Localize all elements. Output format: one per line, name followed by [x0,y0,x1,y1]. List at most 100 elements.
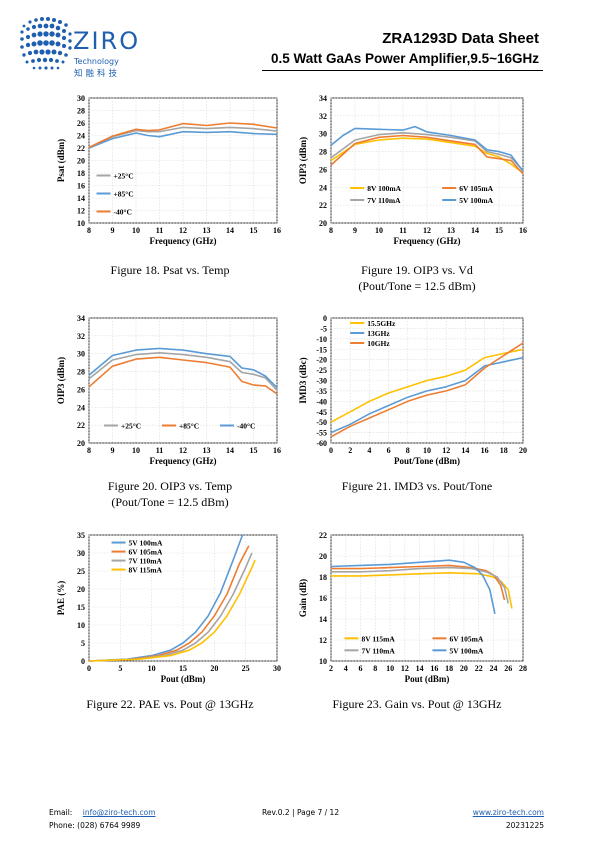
x-axis-label: Pout (dBm) [161,674,206,684]
x-tick-label: 11 [156,226,164,235]
x-tick-label: 11 [399,226,407,235]
y-tick-label: 0 [81,657,85,666]
chart-oip3-vs-temp: 8 9 10 11 12 13 14 15 16 20 22 24 26 28 30 32 34 Frequenc… [56,314,281,466]
x-tick-label: 2 [348,446,352,455]
footer-email-label: Email: [49,808,73,817]
footer-website-link[interactable]: www.ziro-tech.com [472,808,544,817]
y-tick-label: -50 [316,418,327,427]
x-tick-label: 26 [504,664,512,673]
y-tick-label: 12 [319,636,327,645]
figure-23-caption: Figure 23. Gain vs. Pout @ 13GHz [332,697,502,711]
y-tick-label: 22 [319,531,327,540]
y-tick-label: 26 [319,165,327,174]
series-line [88,122,278,149]
y-tick-label: 22 [77,421,85,430]
series-line [88,347,278,389]
x-tick-label: 12 [179,226,187,235]
series-line [330,125,524,172]
y-tick-label: 24 [319,183,327,192]
chart-psat-vs-temp: 8 9 10 11 12 13 14 15 16 10 12 14 16 18 20 22 24 26 28 30 Fr… [56,94,281,246]
y-tick-label: 15 [77,603,85,612]
series-line [330,348,524,423]
x-tick-label: 9 [111,226,115,235]
x-tick-label: 25 [242,664,250,673]
x-tick-label: 20 [210,664,218,673]
y-tick-label: -5 [320,324,327,333]
y-tick-label: 30 [77,549,85,558]
x-tick-label: 24 [489,664,497,673]
legend-label: 8V 115mA [361,634,395,643]
logo-mark-icon [20,17,72,70]
chart-gain-vs-pout: 2 4 6 8 10 12 14 16 18 20 22 24 26 2810121416182022Po… [298,531,527,684]
footer-phone: Phone: (028) 6764 9989 [49,821,141,830]
y-tick-label: 18 [77,169,85,178]
legend-label: 13GHz [367,329,390,338]
y-axis-label: PAE (%) [56,581,66,616]
y-tick-label: 24 [77,403,85,412]
ziro-logo [18,14,148,76]
x-tick-label: 9 [111,446,115,455]
legend-label: 5V 100mA [449,646,483,655]
y-axis-label: OIP3 (dBm) [56,357,66,404]
y-tick-label: 10 [77,621,85,630]
series-line [331,564,506,601]
y-axis-label: Psat (dBm) [56,139,66,182]
series-line [331,571,513,609]
y-tick-label: 16 [77,182,85,191]
legend-label: 15.5GHz [367,319,396,328]
legend-label: +85°C [114,190,134,199]
y-tick-label: 25 [77,567,85,576]
y-tick-label: 14 [77,194,85,203]
footer-email-link[interactable]: info@ziro-tech.com [82,808,156,817]
x-tick-label: 2 [329,664,333,673]
y-tick-label: 18 [319,573,327,582]
chart-oip3-vs-vd: 8 9 10 11 12 13 14 15 16 20 22 24 26 28 30 32 34 Frequenc… [298,94,527,246]
y-tick-label: 20 [77,585,85,594]
x-tick-label: 16 [481,446,489,455]
y-tick-label: -20 [316,356,327,365]
y-tick-label: 28 [319,148,327,157]
series-line [88,130,278,149]
x-tick-label: 10 [132,226,140,235]
x-tick-label: 10 [423,446,431,455]
x-tick-label: 30 [273,664,281,673]
x-tick-label: 22 [475,664,483,673]
plot-area [330,97,524,224]
y-tick-label: -60 [316,439,327,448]
x-tick-label: 15 [495,226,503,235]
y-tick-label: 22 [77,144,85,153]
x-tick-label: 14 [416,664,424,673]
y-tick-label: 30 [77,350,85,359]
x-tick-label: 0 [329,446,333,455]
y-tick-label: -45 [316,408,327,417]
document-subtitle: 0.5 Watt GaAs Power Amplifier,9.5~16GHz [271,51,539,66]
legend-label: 8V 115mA [129,566,163,575]
x-tick-label: 12 [423,226,431,235]
y-tick-label: 32 [77,332,85,341]
legend-label: 8V 100mA [367,184,401,193]
legend-label: +25°C [121,422,141,431]
footer-rev-page: Rev.0.2 | Page 7 / 12 [262,808,340,817]
y-tick-label: 30 [77,94,85,103]
x-tick-label: 0 [87,664,91,673]
y-tick-label: 26 [77,385,85,394]
chart-pae-vs-pout: 0 5 10 15 20 25 30 0 5 10 15 20 25 30 35 Pout (dBm) PAE … [56,531,281,684]
legend-label: -40°C [114,208,132,217]
x-tick-label: 16 [273,226,281,235]
x-tick-label: 14 [226,446,234,455]
y-tick-label: 30 [319,130,327,139]
series-line [88,356,278,395]
y-tick-label: 5 [81,639,85,648]
x-tick-label: 15 [179,664,187,673]
x-tick-label: 9 [353,226,357,235]
x-axis-label: Frequency (GHz) [149,236,216,246]
series-line [330,131,524,171]
x-tick-label: 10 [386,664,394,673]
y-tick-label: -55 [316,429,327,438]
x-tick-label: 13 [203,446,211,455]
x-tick-label: 5 [118,664,122,673]
y-tick-label: 20 [77,157,85,166]
x-tick-label: 16 [430,664,438,673]
figure-21-caption: Figure 21. IMD3 vs. Pout/Tone [341,479,493,493]
y-tick-label: -15 [316,345,327,354]
